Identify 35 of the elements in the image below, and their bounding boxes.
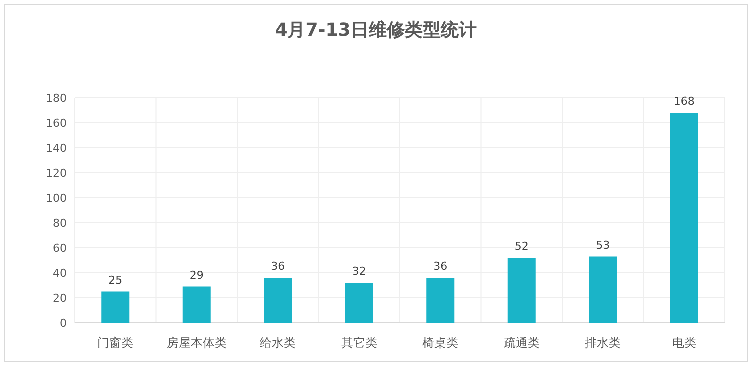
data-label: 25 [108,274,123,287]
data-label: 168 [674,95,695,108]
x-tick-label: 椅桌类 [422,336,459,350]
y-tick-label: 0 [60,317,67,330]
x-tick-label: 电类 [672,336,696,350]
bar [264,278,292,323]
y-tick-label: 180 [46,92,67,105]
y-tick-label: 40 [53,267,67,280]
x-tick-label: 门窗类 [98,336,134,350]
bar [102,292,130,323]
data-label: 32 [352,265,366,278]
x-tick-label: 给水类 [260,336,296,350]
y-tick-label: 60 [53,242,67,255]
bar [589,256,618,323]
data-label: 53 [596,238,610,252]
x-tick-label: 房屋本体类 [166,336,227,350]
y-tick-label: 160 [46,117,67,130]
y-tick-label: 100 [46,192,67,205]
bar [508,258,536,323]
y-tick-label: 140 [46,142,67,155]
bar [670,113,698,323]
x-tick-label: 疏通类 [504,336,540,350]
bar [345,283,374,323]
data-label: 29 [190,268,204,282]
y-tick-label: 20 [53,292,67,305]
y-tick-label: 80 [53,217,67,230]
x-tick-label: 其它类 [341,336,378,350]
bar [182,286,211,323]
y-tick-label: 120 [46,167,67,180]
x-tick-label: 排水类 [585,336,622,350]
data-label: 36 [271,260,286,273]
bar [426,278,455,323]
chart-title: 4月7-13日维修类型统计 [275,20,477,41]
data-label: 52 [514,240,529,253]
data-label: 36 [434,260,448,273]
